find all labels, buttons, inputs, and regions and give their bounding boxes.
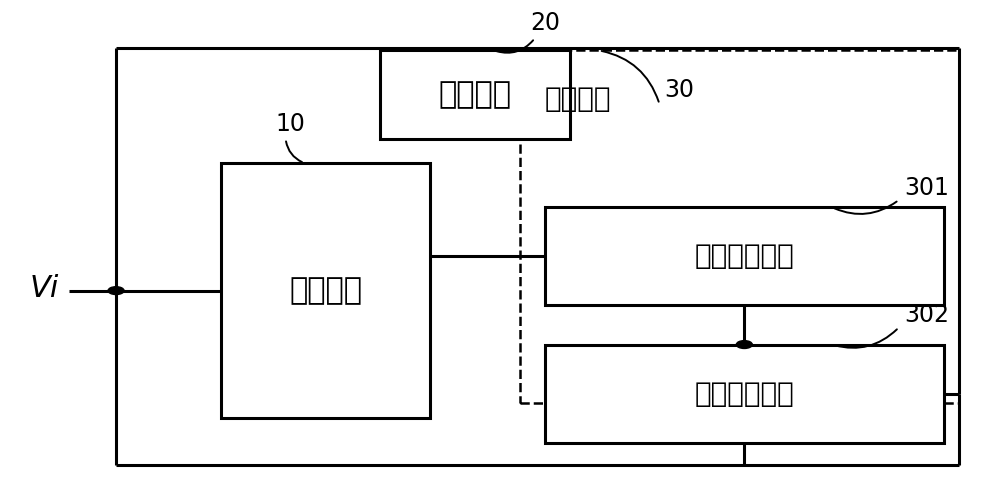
- Text: 302: 302: [904, 303, 949, 327]
- Text: 30: 30: [664, 77, 694, 102]
- Bar: [545, 207, 944, 305]
- Bar: [221, 163, 430, 418]
- Text: 10: 10: [276, 112, 306, 136]
- Text: 第一补偿单元: 第一补偿单元: [694, 242, 794, 270]
- Text: 20: 20: [530, 11, 560, 35]
- Text: 补偿模块: 补偿模块: [545, 85, 611, 113]
- Circle shape: [108, 287, 124, 294]
- Circle shape: [736, 341, 752, 349]
- Text: 驱动模块: 驱动模块: [289, 276, 362, 305]
- Text: Vi: Vi: [29, 274, 59, 303]
- Bar: [520, 50, 959, 403]
- Text: 301: 301: [904, 176, 949, 200]
- Text: 第二补偿单元: 第二补偿单元: [694, 380, 794, 408]
- Bar: [380, 50, 570, 139]
- Text: 热电模块: 热电模块: [439, 80, 512, 109]
- Bar: [545, 345, 944, 443]
